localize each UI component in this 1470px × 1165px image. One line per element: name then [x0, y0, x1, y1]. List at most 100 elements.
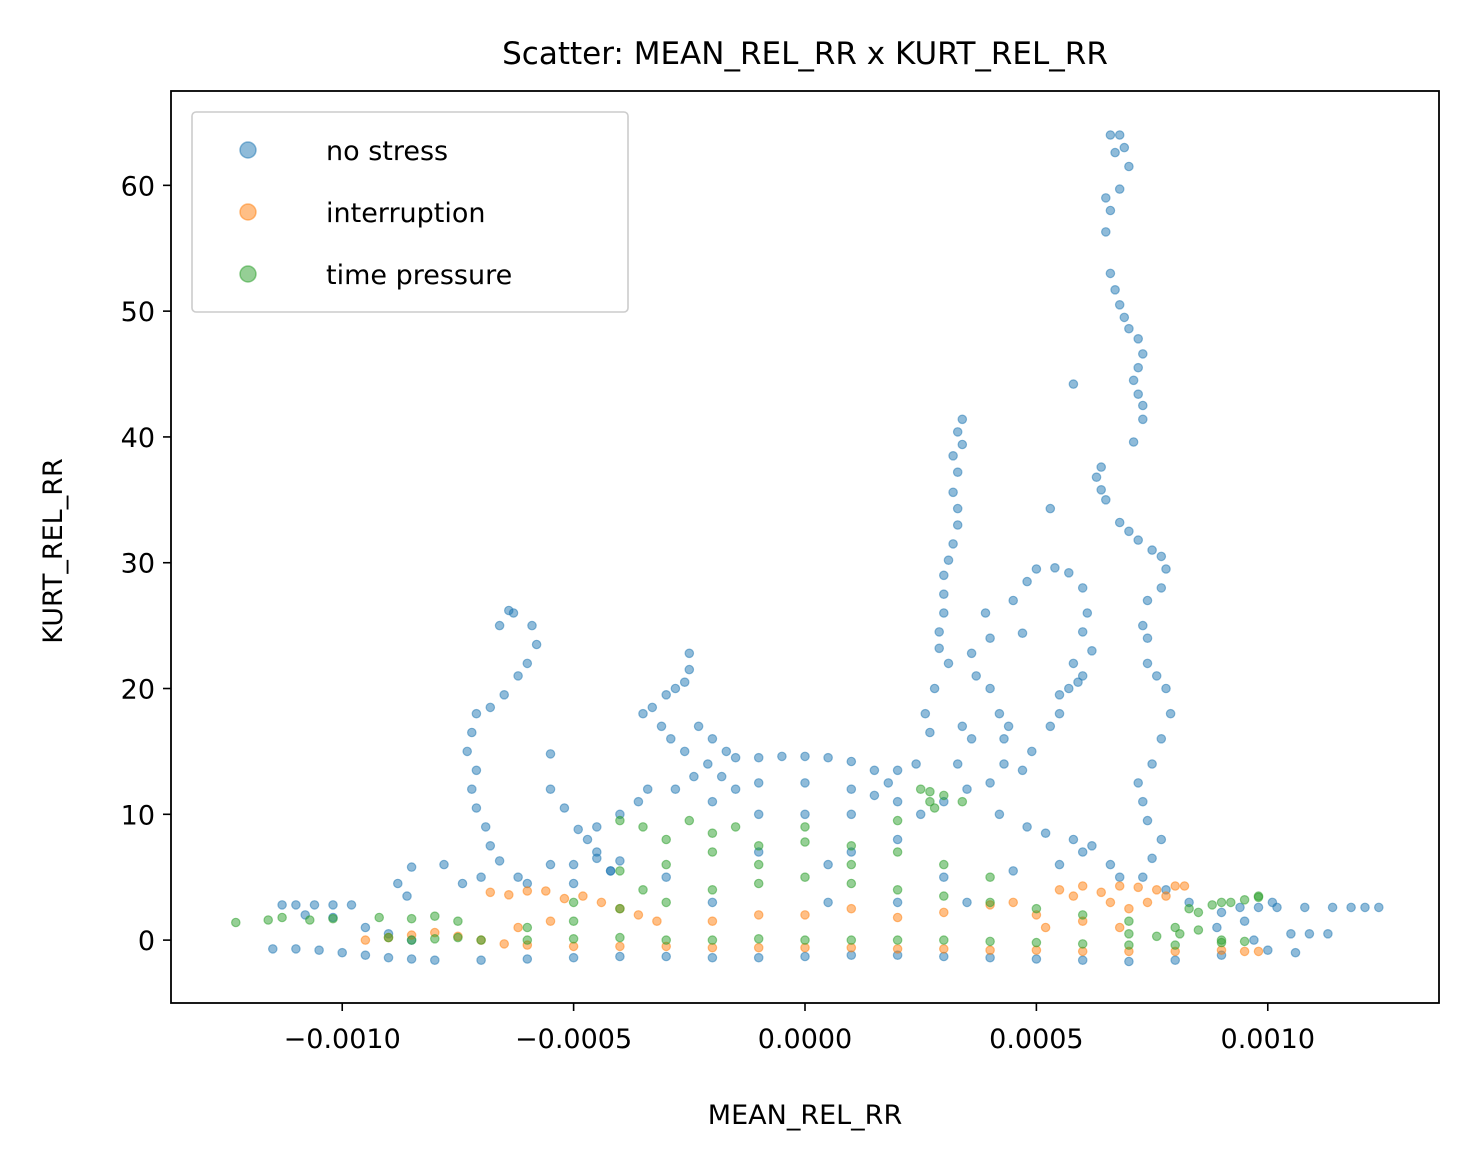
scatter-point [1105, 130, 1116, 140]
scatter-point [1087, 645, 1097, 656]
scatter-point [615, 903, 625, 914]
scatter-point [730, 752, 741, 763]
scatter-point [689, 771, 699, 782]
scatter-point [665, 733, 676, 744]
scatter-point [476, 872, 486, 882]
scatter-point [406, 954, 417, 964]
scatter-point [638, 884, 648, 895]
scatter-point [985, 936, 995, 947]
legend-label: interruption [326, 198, 486, 229]
scatter-point [360, 922, 371, 933]
scatter-point [1105, 205, 1116, 216]
scatter-point [1077, 881, 1088, 891]
scatter-point [1239, 936, 1250, 947]
scatter-point [656, 721, 667, 732]
scatter-point [1054, 884, 1065, 895]
scatter-point [707, 897, 718, 908]
scatter-point [920, 708, 931, 719]
scatter-point [661, 872, 671, 882]
chart-title: Scatter: MEAN_REL_RR x KURT_REL_RR [502, 36, 1108, 72]
scatter-point [1045, 721, 1056, 732]
scatter-point [545, 784, 556, 794]
scatter-point [277, 912, 287, 923]
scatter-point [753, 878, 764, 889]
scatter-point [406, 913, 417, 924]
scatter-point [1151, 931, 1162, 942]
scatter-point [846, 784, 857, 794]
plot-area [231, 130, 1384, 967]
scatter-point [522, 658, 533, 669]
scatter-point [1226, 897, 1236, 908]
scatter-point [429, 911, 440, 921]
scatter-point [545, 916, 556, 926]
scatter-point [466, 727, 477, 738]
scatter-point [471, 765, 482, 776]
scatter-point [753, 933, 764, 944]
x-tick-label: 0.0000 [758, 1024, 852, 1055]
scatter-point [948, 487, 958, 498]
scatter-point [1128, 437, 1139, 447]
scatter-point [1031, 564, 1042, 574]
scatter-point [846, 935, 857, 945]
scatter-point [1193, 925, 1204, 935]
y-tick-label: 20 [121, 675, 155, 706]
scatter-point [582, 834, 593, 845]
scatter-point [1142, 633, 1153, 643]
scatter-point [1304, 928, 1315, 939]
scatter-point [568, 933, 579, 944]
scatter-point [948, 539, 958, 549]
scatter-point [707, 796, 718, 807]
scatter-point [1239, 916, 1250, 926]
scatter-point [985, 945, 995, 955]
scatter-point [934, 643, 944, 654]
scatter-point [1179, 881, 1190, 891]
scatter-point [1105, 268, 1116, 279]
scatter-point [938, 859, 949, 870]
scatter-point [1170, 922, 1180, 933]
scatter-point [485, 840, 496, 851]
scatter-point [800, 935, 810, 945]
scatter-point [1022, 822, 1032, 832]
y-tick-label: 10 [121, 800, 155, 831]
scatter-point [1054, 859, 1065, 870]
scatter-point [429, 933, 440, 944]
scatter-point [1133, 535, 1143, 545]
scatter-point [1068, 834, 1079, 845]
scatter-point [559, 803, 570, 813]
scatter-point [1091, 472, 1102, 482]
scatter-point [1124, 956, 1134, 967]
scatter-point [471, 708, 482, 719]
scatter-point [591, 853, 602, 864]
scatter-point [730, 822, 741, 832]
scatter-point [1054, 689, 1065, 700]
scatter-point [1068, 891, 1079, 901]
scatter-point [938, 907, 949, 918]
scatter-point [1105, 897, 1116, 908]
scatter-point [1161, 891, 1171, 901]
scatter-point [957, 796, 968, 807]
scatter-point [503, 889, 514, 900]
legend-label: time pressure [326, 260, 512, 291]
scatter-point [1142, 897, 1153, 908]
scatter-point [892, 834, 903, 845]
scatter-point [1114, 881, 1125, 891]
scatter-point [1114, 922, 1125, 933]
scatter-point [800, 872, 810, 882]
scatter-point [1128, 375, 1139, 386]
scatter-point [615, 866, 625, 876]
scatter-point [753, 942, 764, 953]
scatter-point [800, 751, 810, 762]
scatter-point [892, 884, 903, 895]
legend-frame [191, 111, 629, 313]
scatter-point [568, 878, 579, 889]
scatter-point [661, 935, 671, 945]
scatter-point [707, 935, 718, 945]
scatter-point [1147, 545, 1157, 555]
scatter-point [531, 639, 542, 650]
scatter-point [1142, 815, 1153, 826]
scatter-point [545, 859, 556, 870]
scatter-point [684, 664, 695, 675]
scatter-point [291, 900, 301, 910]
scatter-point [1133, 389, 1143, 399]
scatter-point [1101, 193, 1111, 203]
